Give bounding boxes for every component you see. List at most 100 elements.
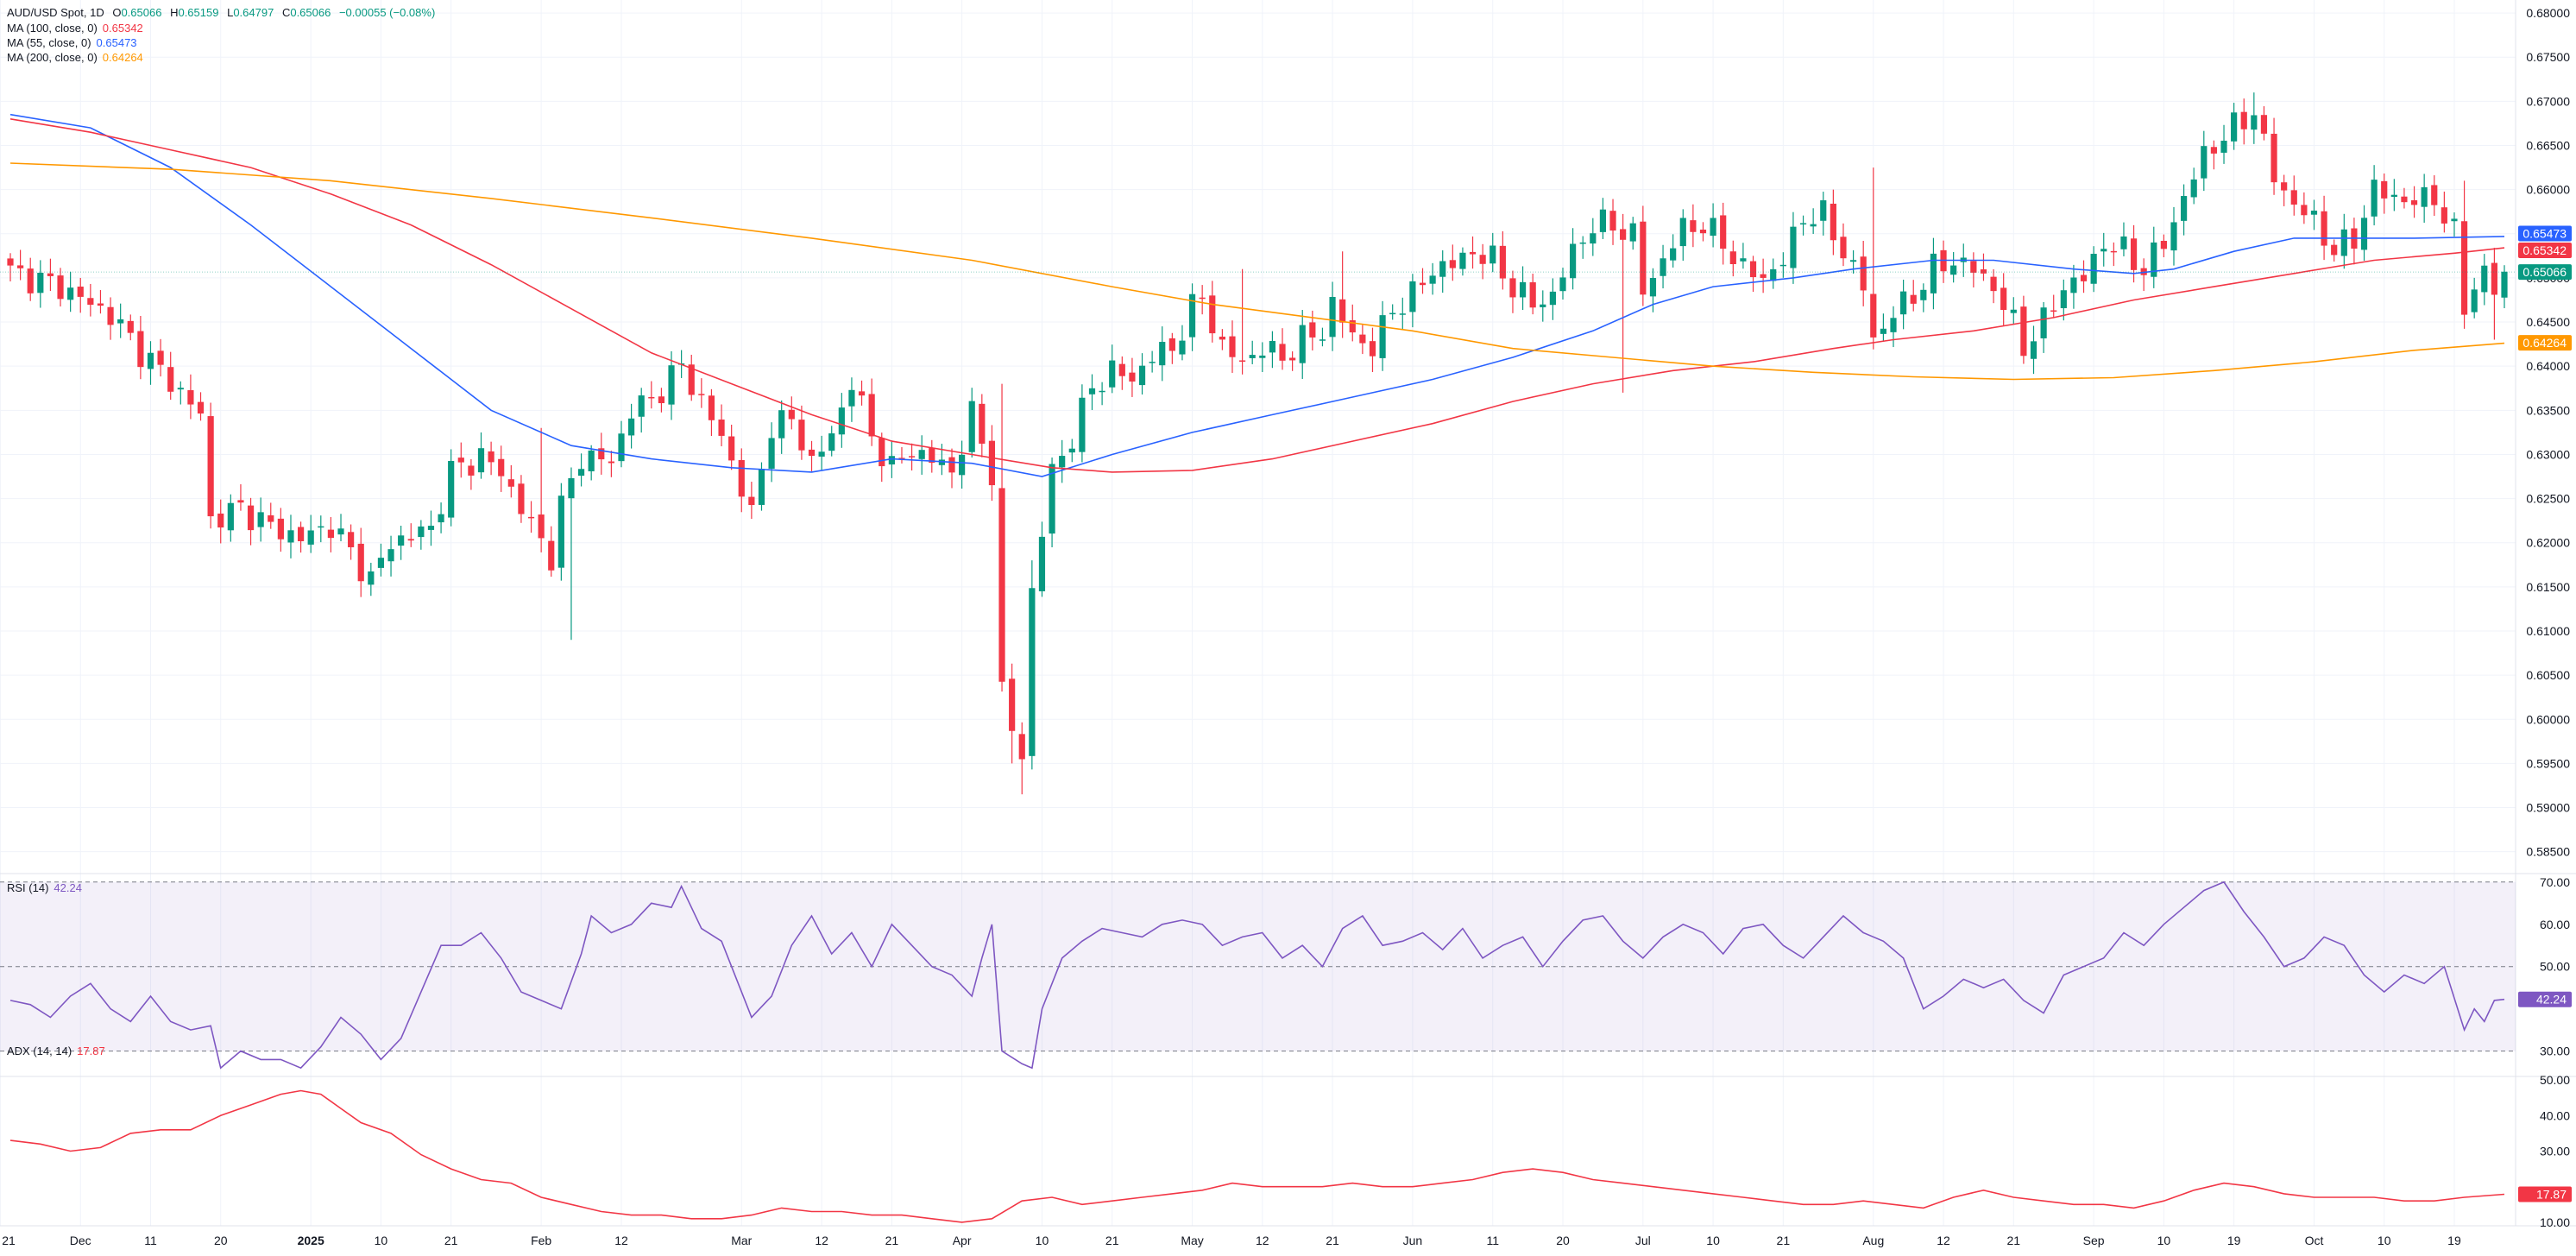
candle-body [1279, 344, 1286, 361]
candle-body [2451, 218, 2458, 222]
adx-line [9, 1089, 2505, 1223]
candle [1168, 332, 1175, 364]
candle-body [1038, 536, 1046, 591]
candle-body [1699, 230, 1707, 234]
candle-body [879, 438, 885, 467]
candle-body [588, 450, 595, 471]
time-tick-label: 11 [144, 1234, 157, 1247]
candle [598, 432, 605, 475]
candle [518, 475, 525, 523]
adx-value-badge-bg [2518, 1186, 2572, 1202]
candle [1930, 237, 1937, 310]
candle-body [2421, 186, 2428, 207]
candle-body [2020, 306, 2027, 357]
candle-body [548, 540, 555, 571]
candle [1779, 252, 1786, 278]
candle [879, 432, 885, 483]
candle [2321, 195, 2327, 261]
candle-body [318, 526, 324, 528]
candle [2100, 232, 2107, 267]
candle-body [1179, 340, 1186, 355]
candle-body [468, 465, 475, 476]
candle [1830, 189, 1836, 256]
candle-body [2170, 222, 2177, 251]
candle [1940, 240, 1947, 283]
ma100-price-badge-text: 0.65342 [2522, 243, 2567, 257]
candle [507, 464, 514, 498]
candle [1970, 252, 1977, 287]
candle [798, 405, 805, 460]
candle [2080, 260, 2088, 293]
price-tick-label: 0.62500 [2526, 492, 2570, 506]
ma200-label: MA (200, close, 0) [7, 51, 98, 64]
candle-body [1138, 365, 1146, 386]
candle-body [7, 258, 14, 266]
candle-body [2390, 194, 2397, 198]
candle-body [2331, 244, 2338, 256]
candle [1549, 278, 1556, 320]
ma55-label: MA (55, close, 0) [7, 36, 91, 49]
candle [668, 350, 675, 420]
candle [1319, 327, 1326, 347]
candle [207, 402, 214, 529]
candle [929, 439, 935, 473]
candle-body [1649, 278, 1657, 297]
candle [2060, 279, 2067, 321]
candle-body [2281, 182, 2288, 191]
ma100-legend: MA (100, close, 0) 0.65342 [7, 21, 148, 36]
candle [1469, 236, 1477, 269]
candle-body [2501, 271, 2508, 298]
candle-body [758, 469, 765, 505]
candle-body [498, 458, 505, 477]
candle-body [658, 396, 665, 404]
candle [918, 435, 925, 475]
candle-body [1729, 251, 1736, 264]
candle [1880, 313, 1886, 342]
candle-body [1399, 313, 1406, 315]
time-tick-label: 12 [1256, 1234, 1269, 1247]
candle-body [1469, 251, 1477, 255]
candle-body [2210, 147, 2218, 154]
candle [477, 432, 485, 479]
candle-body [1830, 203, 1836, 241]
candle-body [628, 418, 635, 436]
candle [1369, 327, 1376, 372]
candle-body [2220, 141, 2227, 153]
candle [1860, 240, 1867, 306]
candle-body [1099, 390, 1105, 393]
price-tick-label: 0.58500 [2526, 845, 2570, 859]
open-value: 0.65066 [121, 6, 162, 19]
ma100-label: MA (100, close, 0) [7, 22, 98, 35]
candle-body [2251, 115, 2258, 130]
high-label: H [170, 6, 179, 19]
candle-body [1009, 678, 1016, 731]
rsi-value-badge-text: 42.24 [2536, 993, 2567, 1007]
candle [187, 374, 194, 420]
candle [37, 260, 44, 308]
candle-body [1419, 282, 1427, 286]
rsi-label: RSI (14) [7, 881, 49, 894]
candle-body [918, 450, 925, 459]
candle [1570, 228, 1577, 290]
candle-body [518, 483, 525, 514]
candle-body [307, 530, 314, 545]
rsi-value: 42.24 [54, 881, 82, 894]
candle [297, 521, 305, 553]
candle-body [1238, 360, 1246, 362]
high-value: 0.65159 [178, 6, 219, 19]
adx-legend: ADX (14, 14) 17.87 [7, 1044, 110, 1059]
candle [527, 501, 535, 533]
candle-body [87, 298, 94, 306]
candle [1149, 350, 1156, 373]
candle [748, 482, 755, 520]
candle-body [1369, 341, 1376, 357]
candle [2501, 265, 2508, 309]
candle [2260, 106, 2268, 141]
candle [718, 404, 725, 446]
candle [1229, 320, 1236, 373]
candle-body [638, 395, 645, 417]
candle [1740, 243, 1747, 269]
candle [1329, 281, 1336, 351]
